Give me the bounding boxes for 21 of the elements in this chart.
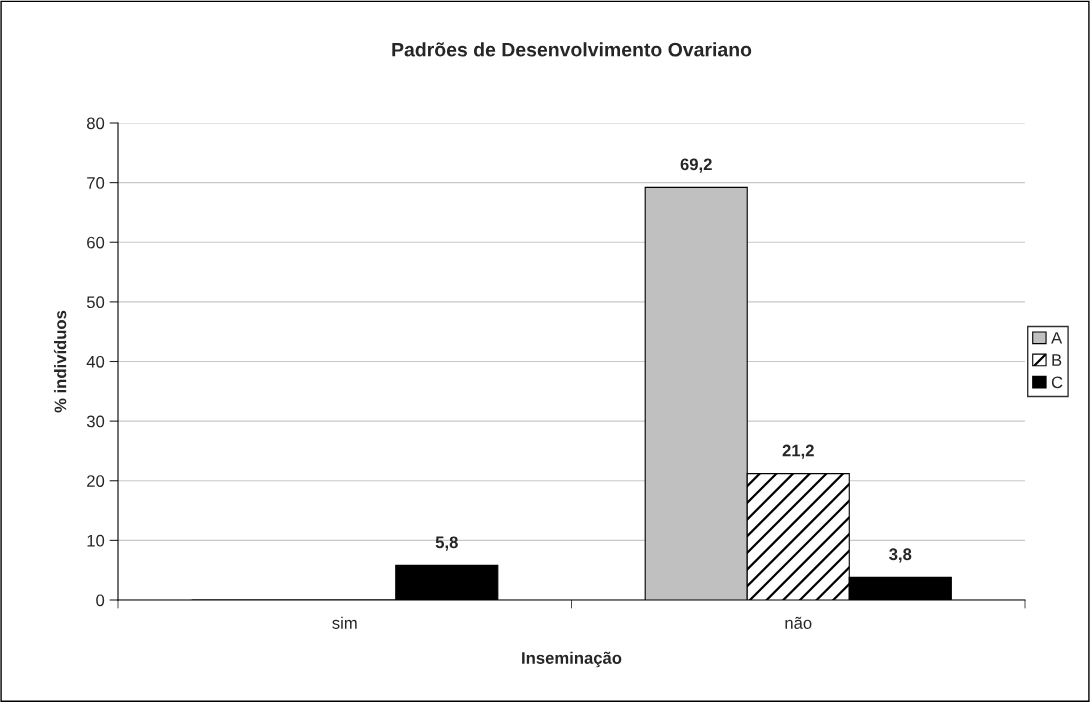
x-tick-label: não (785, 616, 812, 629)
legend-label: A (1051, 332, 1063, 344)
data-label: 5,8 (435, 536, 458, 551)
y-tick-label: 20 (87, 475, 105, 487)
y-tick-label: 80 (86, 117, 105, 130)
y-axis-title: % indivíduos (53, 310, 67, 413)
data-label: 3,8 (889, 548, 912, 563)
y-tick-label: 10 (87, 534, 105, 547)
y-tick-label: 70 (87, 177, 105, 189)
y-tick-label: 40 (86, 355, 105, 368)
y-tick-label: 60 (87, 236, 105, 249)
legend-label: B (1052, 354, 1062, 366)
data-label: 69,2 (680, 158, 712, 173)
chart-title: Padrões de Desenvolvimento Ovariano (392, 42, 752, 57)
y-tick-label: 50 (86, 296, 105, 309)
legend-label: C (1051, 376, 1063, 389)
y-tick-label: 30 (86, 415, 105, 428)
y-tick-label: 0 (96, 594, 105, 607)
x-axis-title: Inseminação (522, 651, 622, 668)
x-tick-label: sim (332, 616, 357, 629)
data-label: 21,2 (782, 444, 814, 459)
